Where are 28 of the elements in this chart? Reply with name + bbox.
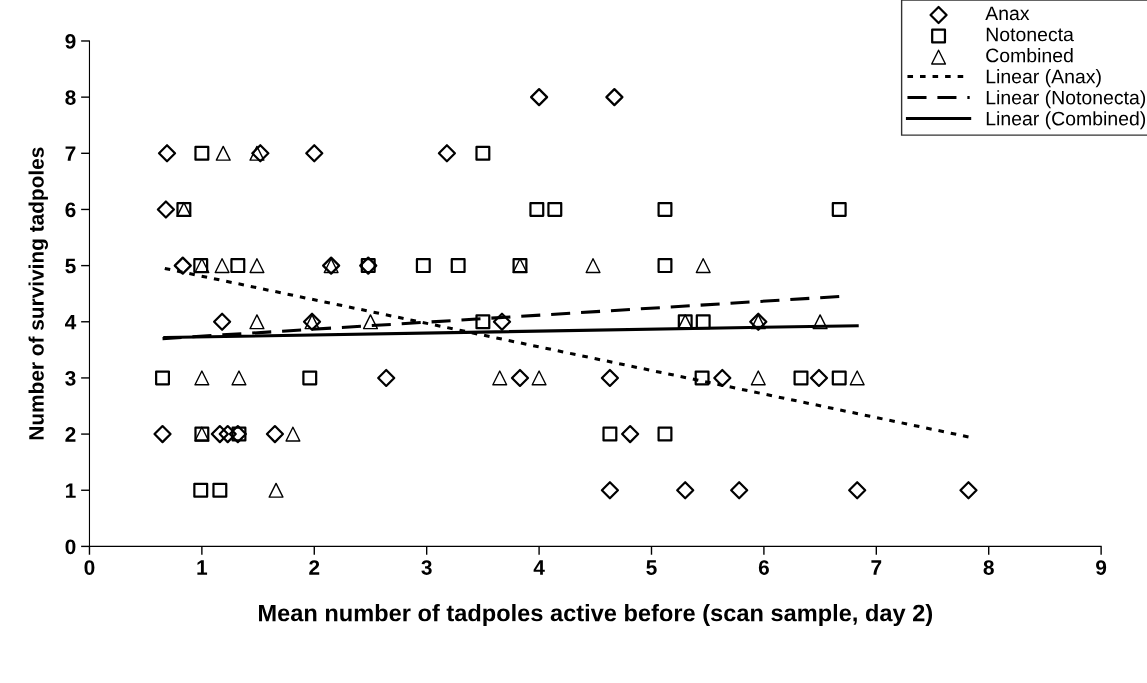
legend-label: Linear (Notonecta): [986, 90, 1146, 109]
legend-label: Linear (Combined): [986, 111, 1146, 130]
x-tick-label: 4: [533, 560, 545, 575]
x-tick-label: 6: [758, 560, 769, 575]
x-tick-label: 5: [646, 560, 657, 575]
legend-label: Notonecta: [986, 27, 1074, 42]
x-tick-label: 7: [871, 560, 882, 575]
y-tick-label: 5: [65, 258, 76, 274]
x-tick-label: 0: [84, 560, 95, 575]
x-tick-label: 9: [1096, 560, 1107, 575]
y-tick-label: 9: [65, 33, 76, 49]
legend-label: Linear (Anax): [986, 69, 1101, 88]
y-tick-label: 6: [65, 202, 76, 218]
y-axis-title: Number of surviving tadpoles: [28, 147, 49, 440]
legend-label: Combined: [986, 48, 1073, 63]
y-tick-label: 7: [65, 146, 76, 161]
x-tick-label: 3: [421, 560, 432, 575]
x-tick-label: 8: [983, 560, 994, 575]
y-tick-label: 0: [65, 539, 76, 555]
y-tick-label: 2: [65, 427, 76, 442]
legend-label: Anax: [985, 6, 1030, 21]
y-tick-label: 1: [66, 483, 76, 498]
y-tick-label: 4: [65, 314, 77, 330]
y-tick-label: 8: [65, 90, 76, 105]
x-axis-title: Mean number of tadpoles active before (scan sample, day 2): [259, 604, 933, 627]
y-tick-label: 3: [65, 370, 76, 386]
x-tick-label: 1: [197, 560, 208, 575]
x-tick-label: 2: [309, 560, 320, 575]
